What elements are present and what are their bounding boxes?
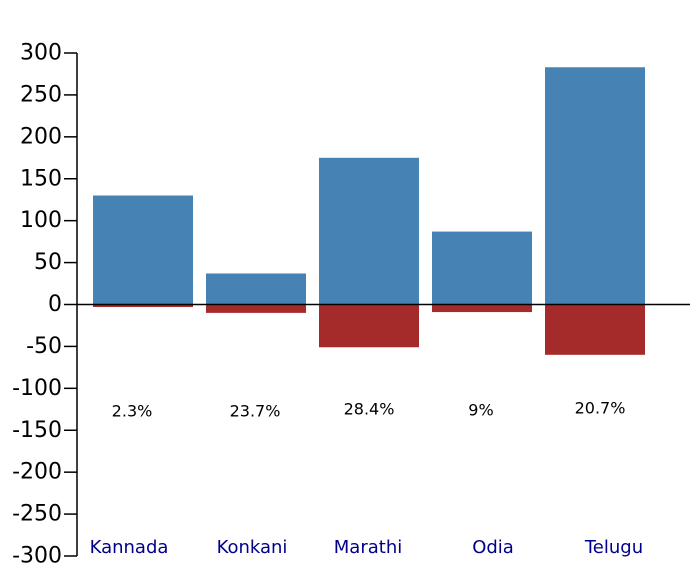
- y-tick-label: 250: [20, 82, 62, 107]
- y-tick-label: 300: [20, 41, 62, 66]
- percent-label-telugu: 20.7%: [575, 399, 626, 418]
- y-tick-label: 200: [20, 124, 62, 149]
- y-tick-label: 100: [20, 208, 62, 233]
- category-label-konkani: Konkani: [217, 537, 288, 558]
- y-tick-label: -250: [12, 502, 62, 527]
- y-tick-label: 0: [48, 292, 62, 317]
- bar-positive-telugu: [545, 67, 645, 305]
- percent-label-marathi: 28.4%: [344, 400, 395, 419]
- bar-positive-konkani: [206, 273, 306, 305]
- y-tick-label: -300: [12, 544, 62, 569]
- y-tick-label: 150: [20, 166, 62, 191]
- percent-labels: 2.3% 23.7% 28.4% 9% 20.7%: [112, 399, 626, 421]
- y-ticks: 300 250 200 150 100 50 0 -50 -100 -150 -200 -250 -30…: [12, 41, 77, 569]
- bar-negative-kannada: [93, 304, 193, 308]
- percent-label-konkani: 23.7%: [230, 402, 281, 421]
- bar-positive-marathi: [319, 157, 419, 305]
- y-tick-label: -200: [12, 460, 62, 485]
- percent-label-kannada: 2.3%: [112, 402, 153, 421]
- y-tick-label: -100: [12, 376, 62, 401]
- y-tick-label: -50: [26, 334, 62, 359]
- bars-layer: [93, 67, 645, 355]
- bar-negative-telugu: [545, 304, 645, 355]
- bar-negative-marathi: [319, 304, 419, 348]
- bar-positive-odia: [432, 231, 532, 305]
- category-label-marathi: Marathi: [334, 537, 402, 558]
- percent-label-odia: 9%: [468, 401, 493, 420]
- category-label-telugu: Telugu: [584, 537, 643, 558]
- bar-negative-odia: [432, 304, 532, 313]
- category-label-kannada: Kannada: [90, 537, 169, 558]
- y-tick-label: 50: [34, 250, 62, 275]
- category-labels: Kannada Konkani Marathi Odia Telugu: [90, 537, 644, 558]
- y-tick-label: -150: [12, 418, 62, 443]
- category-label-odia: Odia: [472, 537, 514, 558]
- bar-negative-konkani: [206, 304, 306, 313]
- bar-positive-kannada: [93, 195, 193, 305]
